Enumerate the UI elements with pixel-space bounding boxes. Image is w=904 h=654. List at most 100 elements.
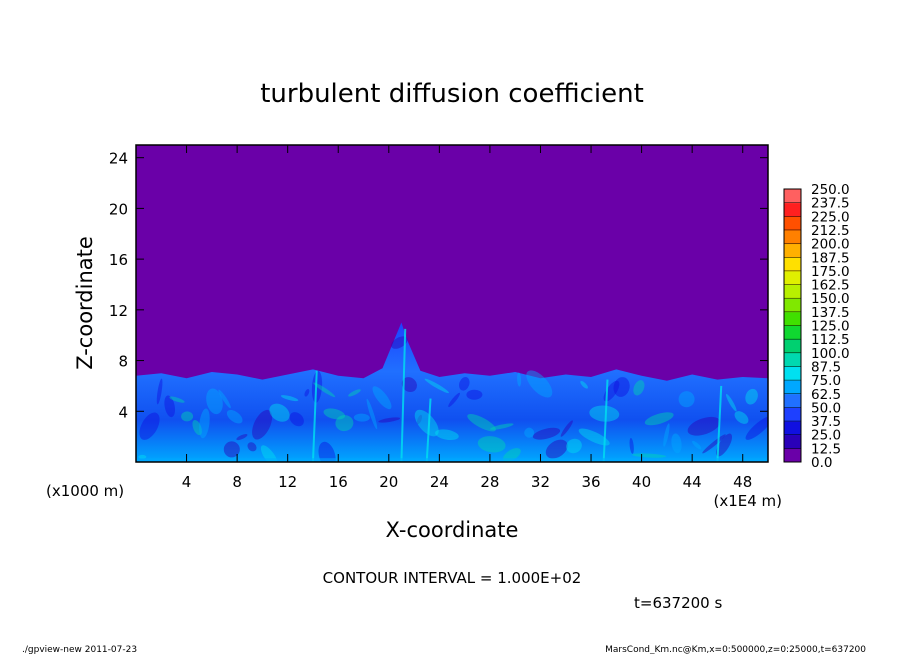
colorbar-level-label: 0.0	[811, 455, 832, 471]
eddy-mark	[745, 388, 758, 405]
boundary-layer-field	[136, 322, 768, 462]
eddy-mark	[372, 386, 392, 410]
y-tick-label: 20	[109, 200, 128, 218]
colorbar-level-label: 87.5	[811, 359, 841, 375]
plume-streak	[602, 379, 609, 462]
eddy-mark	[545, 439, 568, 459]
x-tick-label: 16	[329, 473, 348, 491]
y-tick-label: 4	[118, 403, 128, 421]
eddy-mark	[313, 382, 336, 398]
x-tick-label: 36	[581, 473, 600, 491]
eddy-mark	[323, 408, 346, 420]
colorbar-level-label: 37.5	[811, 414, 841, 430]
colorbar-swatch	[784, 202, 801, 217]
turbulent-eddies	[136, 328, 768, 462]
colorbar-level-label: 100.0	[811, 346, 850, 362]
eddy-mark	[138, 454, 147, 459]
colorbar-level-label: 125.0	[811, 319, 850, 335]
eddy-mark	[560, 420, 573, 437]
eddy-mark	[252, 409, 273, 440]
colorbar-level-label: 225.0	[811, 209, 850, 225]
colorbar-level-label: 200.0	[811, 237, 850, 253]
colorbar-swatch	[784, 339, 801, 354]
colorbar-level-label: 12.5	[811, 441, 841, 457]
eddy-mark	[169, 396, 185, 403]
eddy-mark	[318, 441, 336, 462]
y-tick-label: 8	[118, 353, 128, 371]
eddy-mark	[348, 389, 361, 397]
colorbar-swatch	[784, 229, 801, 245]
eddy-mark	[269, 403, 290, 422]
eddy-mark	[247, 442, 257, 452]
eddy-mark	[226, 409, 243, 424]
eddy-mark	[726, 393, 737, 412]
colorbar-swatch	[784, 189, 801, 204]
eddy-mark	[671, 433, 682, 454]
colorbar-level-label: 212.5	[811, 223, 850, 239]
eddy-mark	[716, 433, 733, 457]
colorbar-level-label: 162.5	[811, 278, 850, 294]
plot-area	[136, 145, 768, 462]
eddy-mark	[566, 438, 582, 454]
eddy-mark	[466, 389, 483, 400]
eddy-mark	[414, 409, 439, 437]
eddy-mark	[477, 436, 506, 453]
eddy-mark	[206, 388, 223, 415]
surface-layer	[136, 458, 768, 462]
plume-streak	[425, 398, 432, 462]
eddy-mark	[734, 411, 749, 424]
colorbar-swatch	[784, 257, 801, 272]
x-axis-label: X-coordinate	[386, 518, 519, 542]
eddy-mark	[289, 412, 304, 427]
x-unit-label: (x1000 m)	[46, 482, 124, 500]
x-unit-label-right: (x1E4 m)	[713, 492, 782, 510]
colorbar-level-label: 187.5	[811, 250, 850, 266]
y-tick-label: 12	[109, 302, 128, 320]
colorbar-level-label: 175.0	[811, 264, 850, 280]
colorbar-level-label: 237.5	[811, 196, 850, 212]
colorbar-swatch	[784, 298, 801, 313]
eddy-mark	[335, 415, 354, 432]
plume-streak	[400, 328, 407, 462]
colorbar-swatch	[784, 284, 801, 299]
colorbar-swatch	[784, 380, 801, 395]
eddy-mark	[181, 411, 194, 422]
eddy-mark	[416, 414, 423, 425]
colorbar-swatch	[784, 407, 801, 422]
eddy-mark	[632, 453, 667, 458]
eddy-mark	[378, 417, 401, 423]
eddy-mark	[745, 416, 768, 440]
x-axis: 4 8 12 16 20 24 28 32 36 40 44 48	[182, 145, 752, 491]
x-tick-label: 40	[632, 473, 651, 491]
x-tick-label: 48	[733, 473, 752, 491]
eddy-mark	[526, 370, 553, 398]
eddy-mark	[459, 376, 470, 391]
colorbar-level-label: 62.5	[811, 387, 841, 403]
colorbar-swatch	[784, 366, 801, 381]
eddy-mark	[223, 441, 240, 458]
eddy-mark	[366, 398, 378, 430]
colorbar-level-label: 112.5	[811, 332, 850, 348]
colorbar-level-label: 137.5	[811, 305, 850, 321]
eddy-mark	[424, 378, 449, 394]
eddy-mark	[490, 423, 514, 430]
plume-streak	[311, 370, 318, 462]
x-tick-label: 8	[232, 473, 242, 491]
eddy-mark	[644, 412, 674, 426]
x-tick-label: 44	[683, 473, 702, 491]
x-tick-label: 4	[182, 473, 192, 491]
eddy-mark	[401, 377, 417, 393]
colorbar-swatch	[784, 270, 801, 286]
eddy-mark	[236, 434, 248, 441]
x-tick-label: 12	[278, 473, 297, 491]
colorbar-swatch	[784, 325, 801, 340]
colorbar: 0.012.525.037.550.062.575.087.5100.0112.…	[783, 182, 850, 471]
eddy-mark	[156, 378, 163, 405]
colorbar-level-label: 250.0	[811, 182, 850, 198]
footer-right: MarsCond_Km.nc@Km,x=0:500000,z=0:25000,t…	[605, 645, 866, 654]
eddy-mark	[304, 389, 310, 397]
eddy-mark	[580, 380, 588, 389]
colorbar-swatch	[784, 393, 801, 408]
time-label: t=637200 s	[634, 594, 722, 612]
